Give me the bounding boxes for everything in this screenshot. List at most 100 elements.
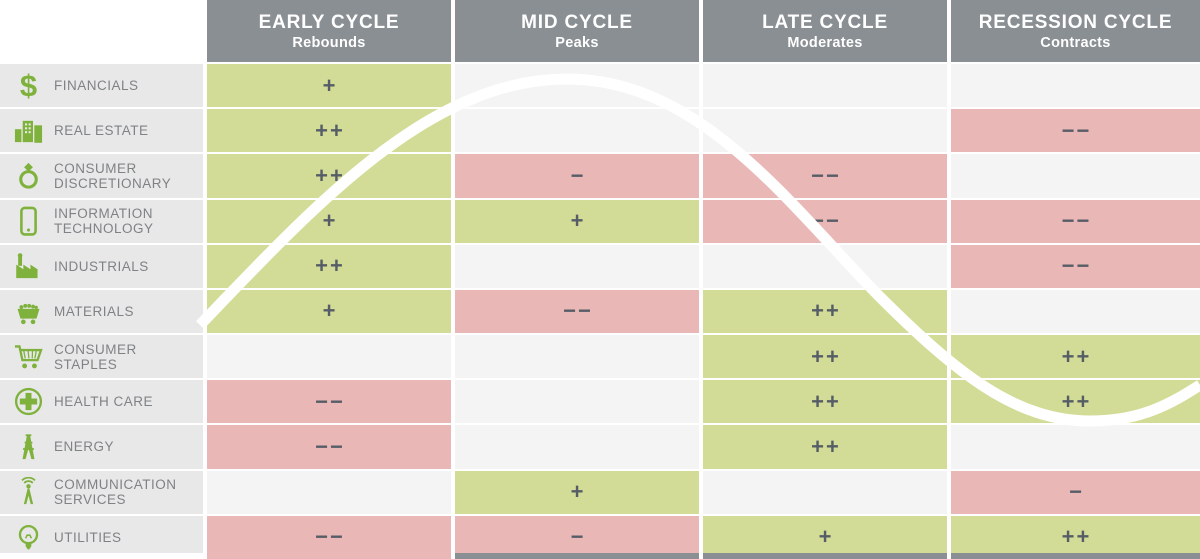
cell-industrials-early-cycle: ++ — [207, 244, 451, 288]
sector-label: REAL ESTATE — [54, 123, 149, 139]
lightbulb-icon — [9, 522, 47, 553]
table-corner-spacer — [0, 0, 203, 62]
cell-health-care-mid-cycle — [455, 380, 699, 424]
cell-value: −− — [811, 208, 841, 234]
cell-energy-early-cycle: −− — [207, 425, 451, 469]
column-subtitle: Contracts — [1040, 34, 1111, 51]
smartphone-icon — [9, 206, 47, 237]
column-subtitle: Rebounds — [292, 34, 366, 51]
cell-materials-recession-cycle — [951, 289, 1200, 334]
cell-value: ++ — [315, 117, 345, 143]
cell-information-technology-recession-cycle: −− — [951, 199, 1200, 243]
cell-industrials-recession-cycle: −− — [951, 244, 1200, 288]
cell-energy-late-cycle: ++ — [703, 425, 947, 469]
sector-label: CONSUMER STAPLES — [54, 341, 137, 372]
cell-value: + — [570, 479, 586, 505]
column-header-mid-cycle: MID CYCLE Peaks — [455, 0, 699, 62]
column-title: EARLY CYCLE — [258, 11, 400, 33]
factory-icon — [9, 251, 47, 282]
column-title: MID CYCLE — [521, 11, 633, 33]
table-row: ENERGY −− ++ — [0, 425, 1200, 469]
cell-consumer-discretionary-late-cycle: −− — [703, 154, 947, 198]
table-row: REAL ESTATE ++ −− — [0, 109, 1200, 153]
column-subtitle: Moderates — [787, 34, 863, 51]
cell-value: −− — [315, 388, 345, 414]
cell-energy-recession-cycle — [951, 425, 1200, 469]
sector-label: INFORMATION TECHNOLOGY — [54, 206, 154, 237]
cell-health-care-early-cycle: −− — [207, 380, 451, 424]
cell-consumer-discretionary-early-cycle: ++ — [207, 154, 451, 198]
sector-label: FINANCIALS — [54, 78, 139, 94]
cell-real-estate-recession-cycle: −− — [951, 109, 1200, 153]
cell-value: −− — [1061, 253, 1092, 279]
cell-value: + — [818, 524, 834, 550]
cell-value: + — [570, 208, 586, 234]
cell-materials-mid-cycle: −− — [455, 289, 699, 334]
cell-consumer-staples-recession-cycle: ++ — [951, 335, 1200, 379]
cell-communication-services-mid-cycle: + — [455, 470, 699, 514]
cell-materials-late-cycle: ++ — [703, 289, 947, 334]
cell-industrials-mid-cycle — [455, 244, 699, 288]
column-header-early-cycle: EARLY CYCLE Rebounds — [207, 0, 451, 62]
dollar-icon: $ — [9, 70, 47, 101]
cell-value: + — [322, 298, 338, 324]
cell-value: + — [322, 208, 338, 234]
sector-label: INDUSTRIALS — [54, 258, 149, 274]
table-row: HEALTH CARE −− ++ ++ — [0, 380, 1200, 424]
column-title: RECESSION CYCLE — [978, 11, 1173, 33]
table-row: INFORMATION TECHNOLOGY + + −− −− — [0, 199, 1200, 243]
cell-value: −− — [1061, 208, 1092, 234]
column-subtitle: Peaks — [555, 34, 599, 51]
sector-label: HEALTH CARE — [54, 394, 154, 410]
buildings-icon — [9, 115, 47, 146]
cell-utilities-early-cycle: −− — [207, 515, 451, 559]
cell-value: ++ — [1061, 343, 1092, 369]
cell-information-technology-early-cycle: + — [207, 199, 451, 243]
cell-value: −− — [315, 434, 345, 460]
cell-financials-early-cycle: + — [207, 64, 451, 108]
column-header-late-cycle: LATE CYCLE Moderates — [703, 0, 947, 62]
sector-financials: $ FINANCIALS — [0, 64, 203, 108]
cell-health-care-late-cycle: ++ — [703, 380, 947, 424]
sector-consumer-discretionary: CONSUMER DISCRETIONARY — [0, 154, 203, 198]
cell-utilities-late-cycle: + — [703, 515, 947, 559]
cell-health-care-recession-cycle: ++ — [951, 380, 1200, 424]
cell-consumer-staples-late-cycle: ++ — [703, 335, 947, 379]
ring-icon — [9, 160, 47, 191]
shopping-cart-icon — [9, 341, 47, 372]
cell-communication-services-late-cycle — [703, 470, 947, 514]
cell-value: ++ — [315, 162, 345, 188]
sector-industrials: INDUSTRIALS — [0, 244, 203, 288]
radio-tower-icon — [9, 476, 47, 508]
cell-consumer-discretionary-mid-cycle: − — [455, 154, 699, 198]
sector-information-technology: INFORMATION TECHNOLOGY — [0, 199, 203, 243]
cell-consumer-discretionary-recession-cycle — [951, 154, 1200, 198]
cell-value: −− — [315, 524, 345, 550]
table-header-row: EARLY CYCLE Rebounds MID CYCLE Peaks LAT… — [0, 0, 1200, 62]
cell-financials-recession-cycle — [951, 64, 1200, 108]
table-row: UTILITIES −− − + ++ — [0, 515, 1200, 559]
cell-value: −− — [1061, 117, 1092, 143]
cell-utilities-mid-cycle: − — [455, 515, 699, 559]
cell-consumer-staples-early-cycle — [207, 335, 451, 379]
cell-communication-services-early-cycle — [207, 470, 451, 514]
cell-utilities-recession-cycle: ++ — [951, 515, 1200, 559]
cell-financials-mid-cycle — [455, 64, 699, 108]
table-row: CONSUMER STAPLES ++ ++ — [0, 335, 1200, 379]
sector-label: CONSUMER DISCRETIONARY — [54, 160, 172, 191]
sector-label: ENERGY — [54, 439, 115, 455]
sector-consumer-staples: CONSUMER STAPLES — [0, 335, 203, 379]
cell-value: − — [570, 162, 586, 188]
cell-value: ++ — [315, 253, 345, 279]
sector-label: MATERIALS — [54, 303, 135, 319]
cell-financials-late-cycle — [703, 64, 947, 108]
table-row: INDUSTRIALS ++ −− — [0, 244, 1200, 288]
sector-communication-services: COMMUNICATION SERVICES — [0, 470, 203, 514]
cell-value: − — [1069, 479, 1084, 505]
materials-cart-icon — [9, 296, 47, 327]
sector-energy: ENERGY — [0, 425, 203, 469]
cell-value: −− — [811, 162, 841, 188]
cell-real-estate-early-cycle: ++ — [207, 109, 451, 153]
table-row: CONSUMER DISCRETIONARY ++ − −− — [0, 154, 1200, 198]
table-row: COMMUNICATION SERVICES + − — [0, 470, 1200, 514]
